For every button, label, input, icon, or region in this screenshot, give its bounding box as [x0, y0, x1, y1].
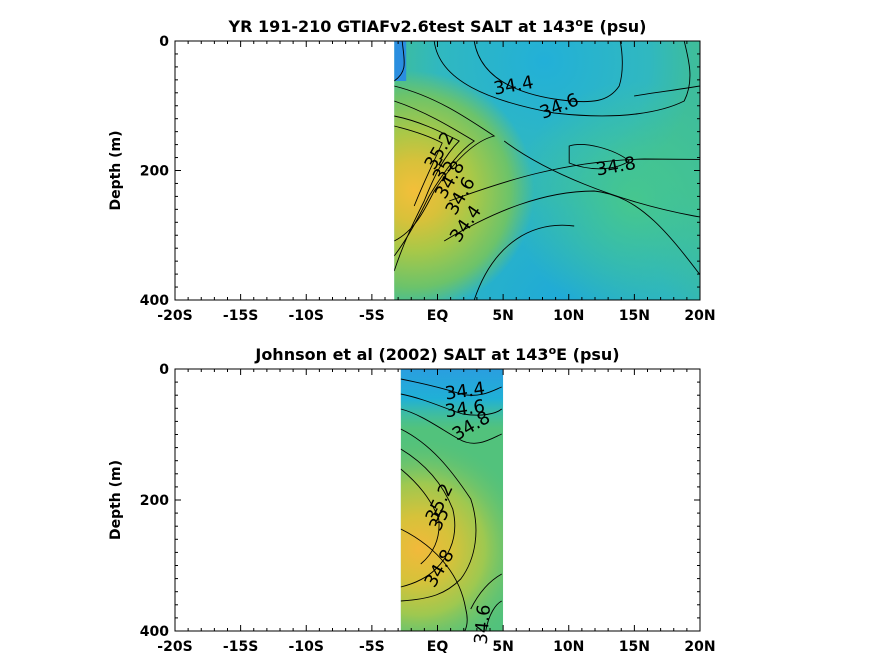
contour-line — [400, 528, 468, 631]
chart-title: Johnson et al (2002) SALT at 143oE (psu) — [254, 344, 619, 364]
contour-line — [470, 573, 502, 610]
x-tick-label: -10S — [289, 639, 324, 655]
contour-line — [400, 428, 477, 602]
contour-line — [634, 85, 700, 97]
contour-line — [443, 190, 700, 276]
x-tick-label: -15S — [223, 639, 258, 655]
y-tick-label: 200 — [140, 493, 169, 509]
contour-line — [400, 393, 503, 416]
y-tick-label: 0 — [159, 362, 169, 378]
x-tick-label: EQ — [427, 308, 449, 324]
contour-line — [433, 41, 691, 117]
contour-line — [485, 600, 502, 631]
contour-line — [473, 41, 623, 103]
x-tick-label: 15N — [619, 308, 650, 324]
contour-line — [449, 158, 700, 202]
y-tick-label: 0 — [159, 34, 169, 50]
x-tick-label: 10N — [553, 639, 584, 655]
contour-line — [394, 115, 460, 272]
contour-line — [394, 85, 496, 242]
x-tick-label: 20N — [684, 308, 715, 324]
y-tick-label: 400 — [140, 624, 169, 640]
x-tick-label: -15S — [223, 308, 258, 324]
contour-line — [394, 100, 476, 257]
x-tick-label: 15N — [619, 639, 650, 655]
y-tick-label: 400 — [140, 293, 169, 309]
y-tick-label: 200 — [140, 164, 169, 180]
contour-line — [568, 144, 630, 170]
x-tick-label: -10S — [289, 308, 324, 324]
salinity-field — [394, 41, 700, 300]
contour-line — [400, 408, 502, 444]
contour-line — [400, 448, 456, 588]
chart-title: YR 191-210 GTIAFv2.6test SALT at 143oE (… — [228, 16, 647, 36]
x-tick-label: -20S — [157, 308, 192, 324]
x-tick-label: EQ — [427, 639, 449, 655]
y-axis-label: Depth (m) — [108, 130, 124, 210]
x-tick-label: -5S — [359, 639, 385, 655]
y-axis-label: Depth (m) — [108, 460, 124, 540]
x-tick-label: 5N — [492, 639, 513, 655]
contour-line — [400, 378, 502, 396]
x-tick-label: 20N — [684, 639, 715, 655]
x-tick-label: 5N — [492, 308, 513, 324]
x-tick-label: -5S — [359, 308, 385, 324]
x-tick-label: 10N — [553, 308, 584, 324]
salinity-field — [400, 369, 504, 631]
contour-line — [473, 224, 575, 300]
x-tick-label: -20S — [157, 639, 192, 655]
contour-line — [503, 140, 700, 218]
contour-label: 34.6 — [471, 604, 495, 646]
contour-line — [394, 125, 443, 207]
contour-line — [394, 41, 405, 82]
contour-line — [400, 468, 440, 565]
